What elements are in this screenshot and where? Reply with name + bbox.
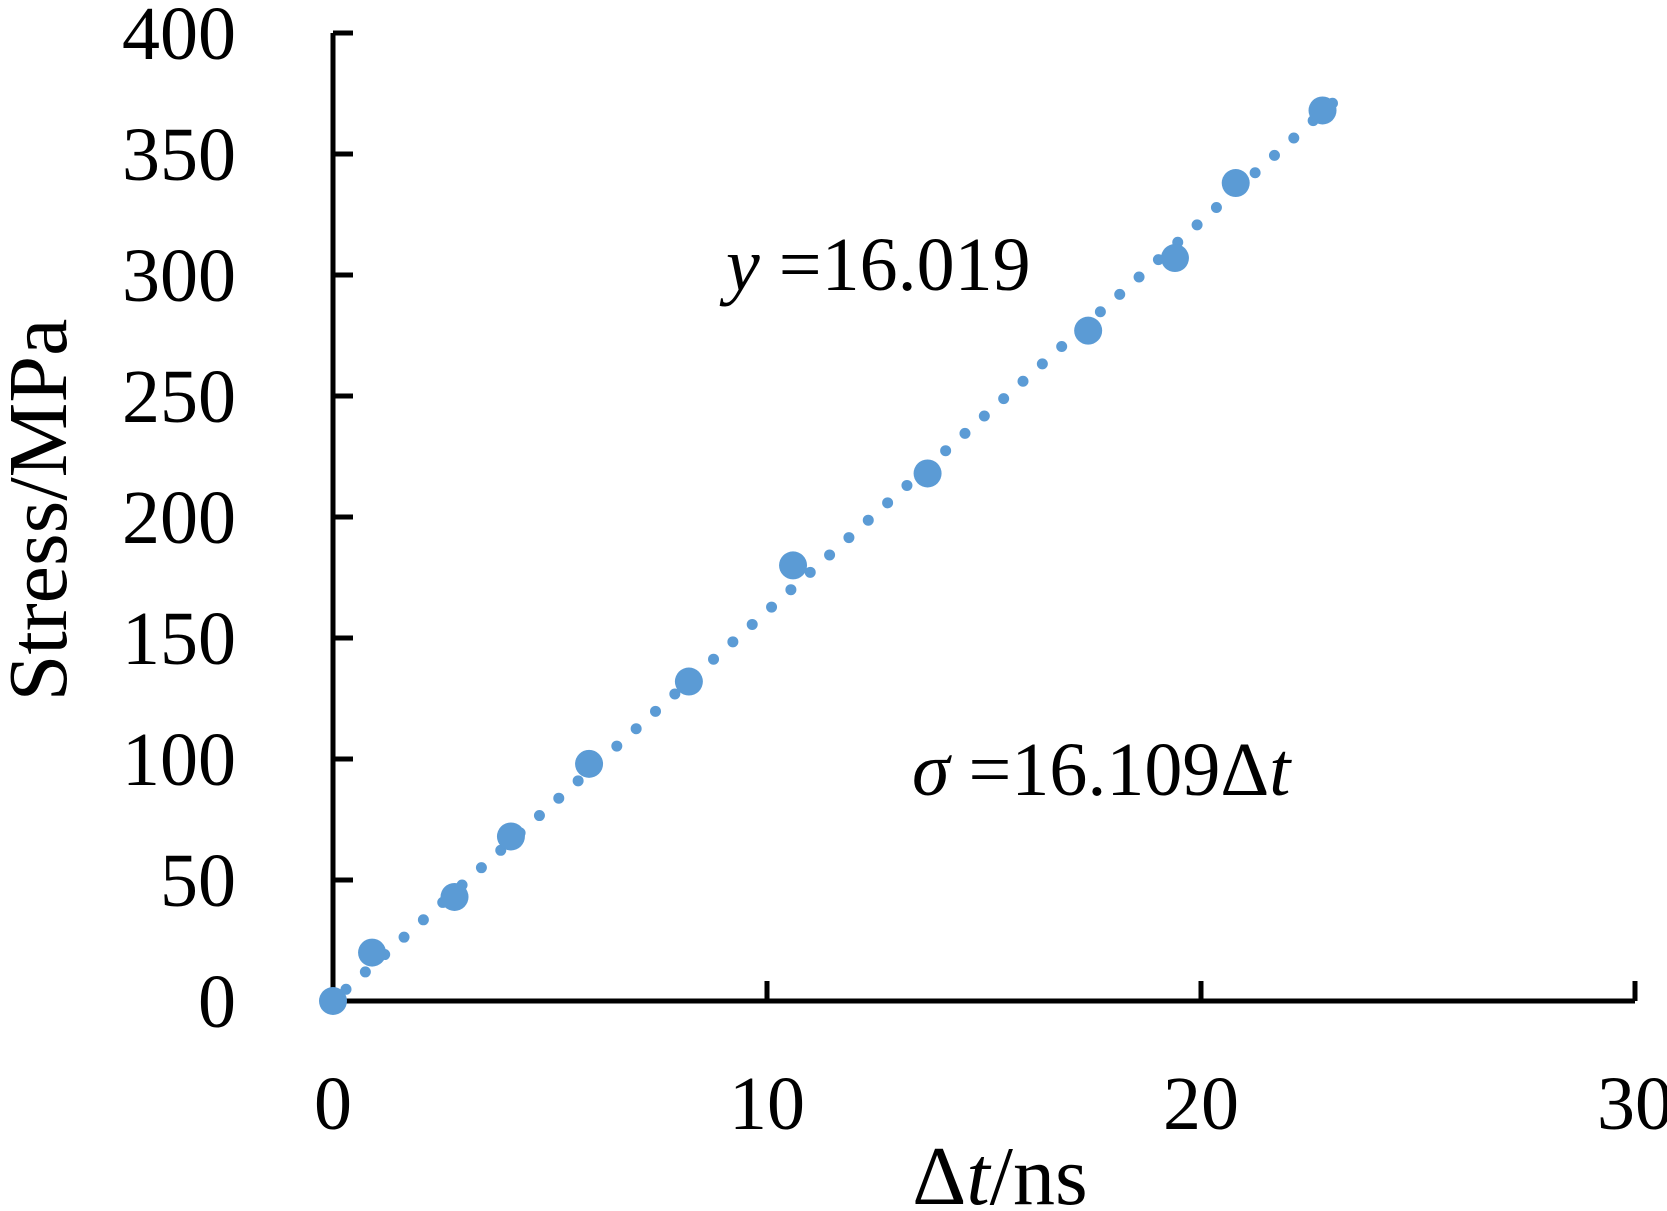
equation-model-tail: t	[1269, 728, 1292, 812]
data-point	[674, 667, 703, 696]
y-tick-label: 300	[122, 234, 236, 318]
x-axis-title-prefix: Δ	[912, 1130, 966, 1211]
x-axis-title-var: t	[966, 1130, 992, 1211]
y-tick-label: 100	[122, 718, 236, 802]
data-point	[575, 749, 604, 778]
x-tick-label: 10	[729, 1062, 805, 1146]
y-tick-label: 50	[160, 839, 236, 923]
x-axis-title: Δt/ns	[912, 1130, 1087, 1211]
x-tick-label: 30	[1597, 1062, 1667, 1146]
data-point	[1308, 96, 1337, 125]
data-point	[779, 551, 808, 580]
data-point	[1160, 244, 1189, 273]
tick-labels: 0 50 100 150 200 250 300 350 400 0 10 20 30	[122, 0, 1667, 1146]
equation-fit-annotation: y =16.019	[719, 223, 1031, 307]
data-point	[913, 459, 942, 488]
equation-fit-variable: y	[719, 223, 760, 307]
y-tick-label: 200	[122, 476, 236, 560]
data-points	[319, 96, 1337, 1015]
equation-model-annotation: σ =16.109Δt	[912, 728, 1292, 812]
equation-model-text: =16.109Δ	[949, 728, 1269, 812]
data-point	[1221, 169, 1250, 198]
x-axis-title-suffix: /ns	[990, 1130, 1088, 1211]
data-point	[358, 938, 387, 967]
y-tick-label: 250	[122, 355, 236, 439]
y-tick-label: 400	[122, 0, 236, 76]
y-tick-label: 150	[122, 597, 236, 681]
x-tick-label: 0	[314, 1062, 352, 1146]
equation-fit-text: =16.019	[760, 223, 1031, 307]
data-point	[496, 822, 525, 851]
equation-model-variable: σ	[912, 728, 952, 812]
y-axis-title: Stress/MPa	[0, 319, 85, 702]
data-point	[440, 882, 469, 911]
y-tick-label: 0	[198, 960, 236, 1044]
y-tick-label: 350	[122, 113, 236, 197]
x-tick-label: 20	[1163, 1062, 1239, 1146]
axes	[330, 30, 1638, 1004]
data-point	[1074, 316, 1103, 345]
data-point	[319, 987, 347, 1015]
